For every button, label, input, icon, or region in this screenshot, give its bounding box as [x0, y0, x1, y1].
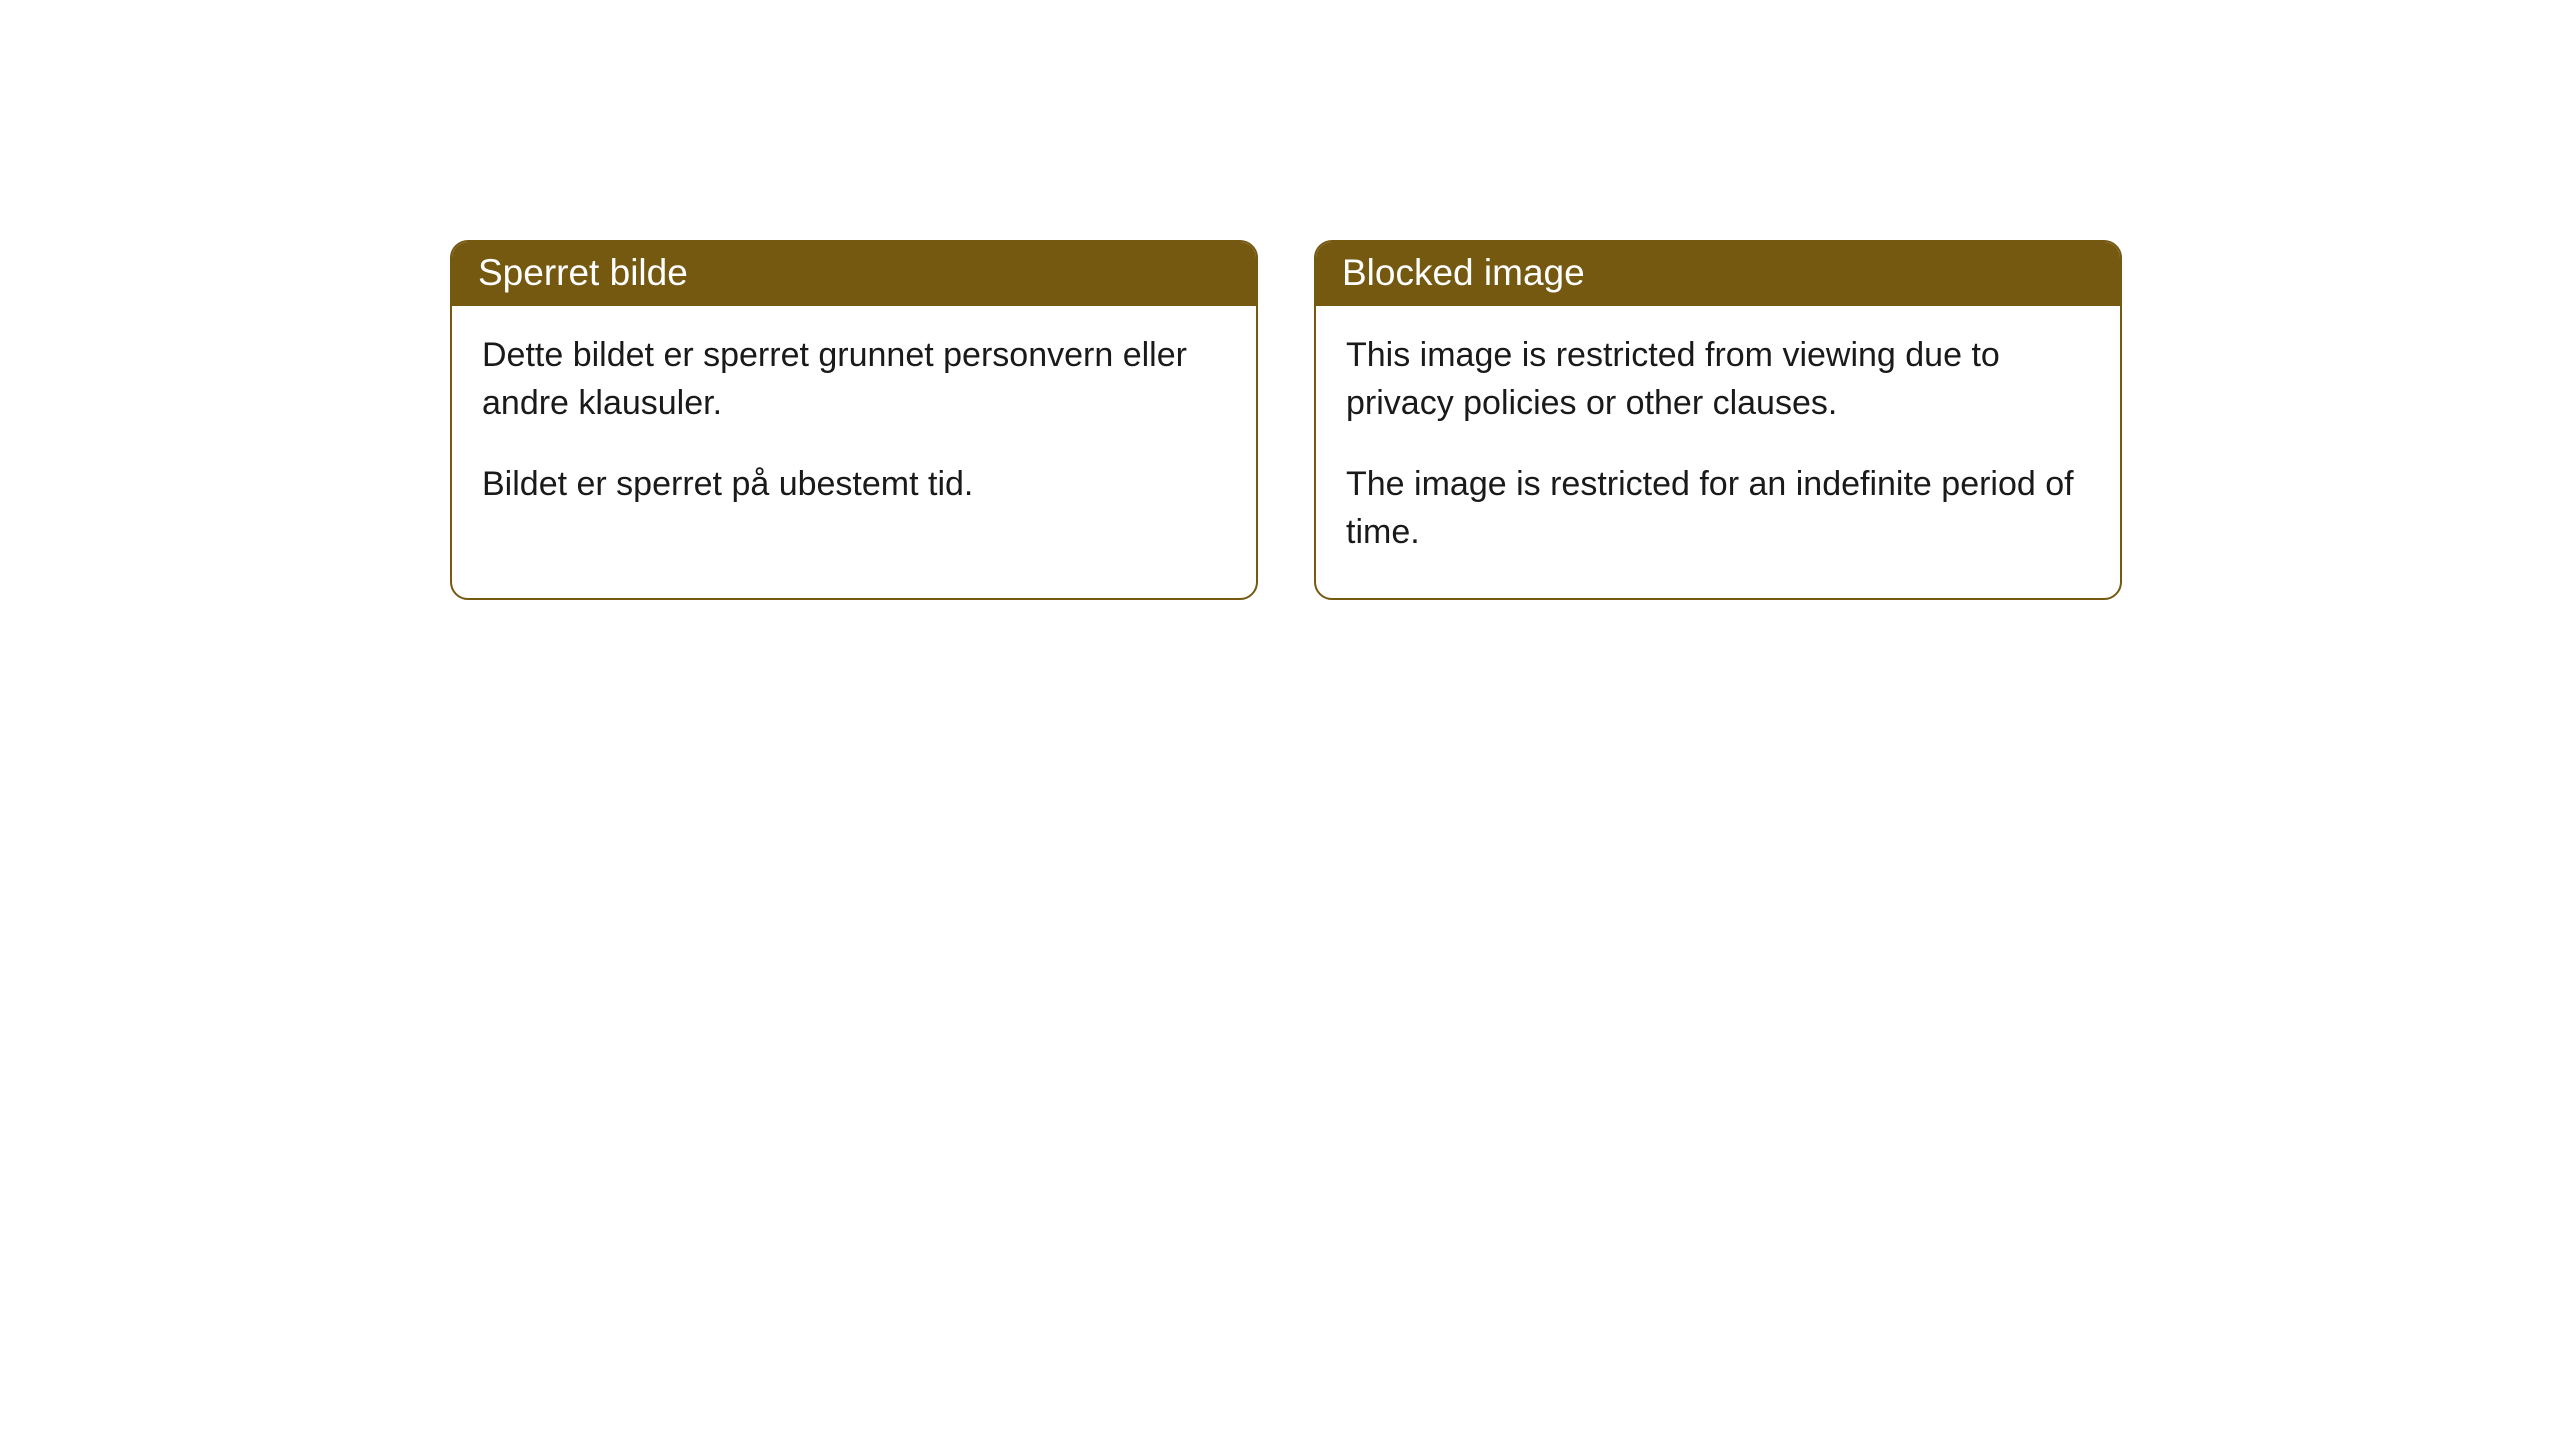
card-body-no: Dette bildet er sperret grunnet personve…: [452, 306, 1256, 551]
card-paragraph-en-1: This image is restricted from viewing du…: [1346, 332, 2090, 427]
notice-container: Sperret bilde Dette bildet er sperret gr…: [0, 0, 2560, 600]
card-paragraph-no-1: Dette bildet er sperret grunnet personve…: [482, 332, 1226, 427]
card-header-en: Blocked image: [1316, 242, 2120, 306]
card-body-en: This image is restricted from viewing du…: [1316, 306, 2120, 598]
blocked-image-card-no: Sperret bilde Dette bildet er sperret gr…: [450, 240, 1258, 600]
card-paragraph-no-2: Bildet er sperret på ubestemt tid.: [482, 461, 1226, 509]
card-paragraph-en-2: The image is restricted for an indefinit…: [1346, 461, 2090, 556]
blocked-image-card-en: Blocked image This image is restricted f…: [1314, 240, 2122, 600]
card-header-no: Sperret bilde: [452, 242, 1256, 306]
